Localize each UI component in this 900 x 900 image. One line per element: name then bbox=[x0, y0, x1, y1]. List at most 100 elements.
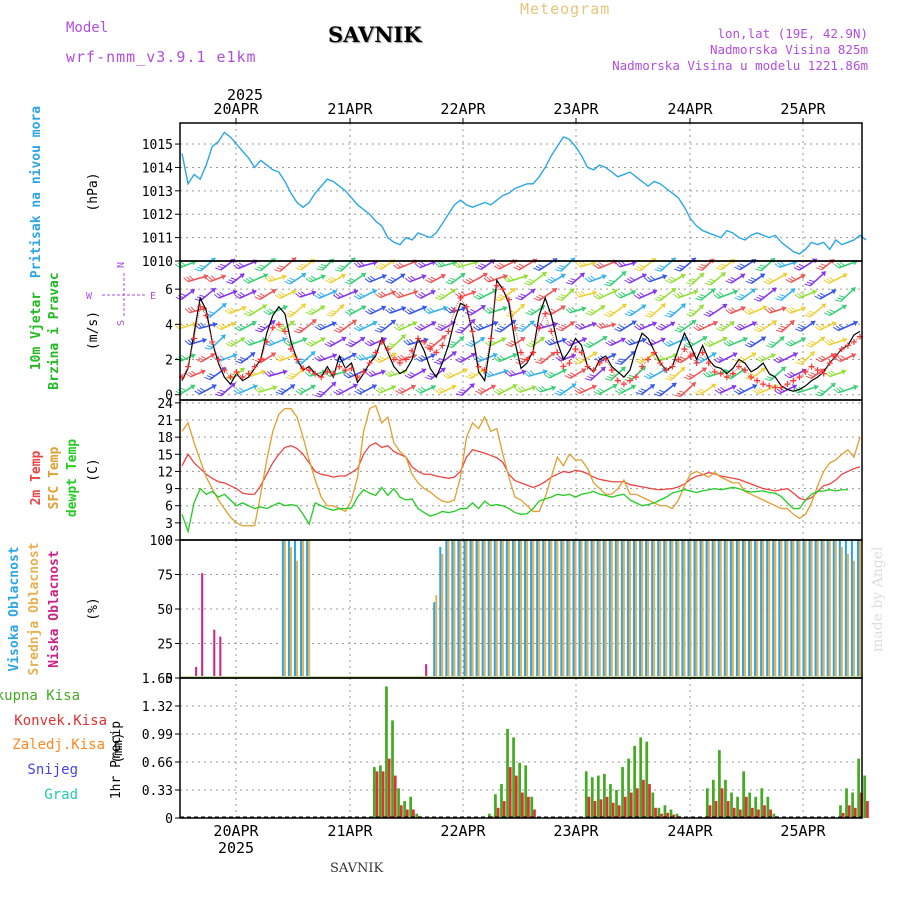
cloud-bar bbox=[453, 540, 456, 678]
wind-barb bbox=[533, 287, 558, 302]
cloud-bar bbox=[283, 540, 286, 678]
wind-barb-feather bbox=[766, 345, 772, 348]
gust-marker bbox=[396, 360, 403, 367]
wind-barb bbox=[753, 319, 778, 333]
wind-barb bbox=[484, 337, 507, 347]
wind-barb-feather bbox=[707, 280, 713, 284]
wind-barb-feather bbox=[238, 387, 245, 392]
lonlat-label: lon,lat (19E, 42.9N) bbox=[717, 26, 868, 41]
wind-barb-head bbox=[680, 367, 686, 373]
wind-barb-feather bbox=[515, 329, 522, 332]
wind-barb-head bbox=[552, 258, 558, 264]
wind-barb-feather bbox=[458, 261, 464, 267]
wind-barb bbox=[453, 259, 479, 269]
wind-barb bbox=[715, 320, 735, 332]
wind-barb-feather bbox=[580, 290, 586, 296]
cloud-bar bbox=[760, 540, 763, 678]
wind-barb bbox=[604, 270, 627, 287]
wind-barb-head bbox=[600, 305, 606, 311]
precip-legend-item: Konvek.Kisa bbox=[14, 713, 107, 729]
wind-barb-feather bbox=[617, 360, 624, 363]
compass-n: N bbox=[116, 262, 127, 268]
wind-barb-feather bbox=[191, 370, 197, 375]
wind-barb bbox=[353, 320, 378, 332]
wind-barb bbox=[665, 366, 686, 381]
wind-barb-feather bbox=[239, 292, 246, 297]
compass-e: E bbox=[150, 291, 156, 302]
gust-marker bbox=[687, 353, 694, 360]
wind-barb-feather bbox=[205, 277, 211, 282]
cloud-bar bbox=[852, 560, 855, 678]
wind-barb-feather bbox=[573, 360, 580, 365]
precip-conv-bar bbox=[769, 809, 772, 818]
wind-barb-head bbox=[831, 289, 837, 295]
wind-barb-feather bbox=[286, 279, 293, 283]
wind-barb-head bbox=[731, 384, 737, 391]
wind-barb-feather bbox=[549, 371, 556, 376]
wind-barb-feather bbox=[688, 311, 695, 315]
wind-barb-feather bbox=[235, 360, 242, 364]
wind-barb-head bbox=[579, 272, 585, 278]
wind-barb bbox=[544, 368, 567, 379]
wind-barb bbox=[624, 304, 647, 317]
wind-barb-head bbox=[592, 290, 597, 296]
wind-barb-head bbox=[421, 368, 427, 374]
wind-barb-feather bbox=[311, 275, 317, 280]
wind-barb bbox=[295, 384, 316, 395]
wind-barb bbox=[375, 290, 397, 299]
cloud-bar bbox=[524, 540, 527, 678]
wind-barb-feather bbox=[417, 388, 424, 393]
wind-barb-feather bbox=[267, 371, 272, 376]
gust-marker bbox=[741, 367, 748, 374]
cloud-bar bbox=[725, 540, 728, 678]
wind-barb-feather bbox=[217, 265, 224, 269]
wind-barb-feather bbox=[426, 308, 432, 313]
wind-barb-feather bbox=[650, 339, 657, 344]
cloud-bar bbox=[822, 540, 825, 678]
wind-barb-feather bbox=[559, 388, 565, 393]
gust-marker bbox=[699, 349, 706, 356]
wind-barb-feather bbox=[695, 325, 702, 330]
gust-marker bbox=[475, 363, 482, 370]
wind-barb-feather bbox=[200, 355, 207, 360]
wind-barb-feather bbox=[435, 327, 441, 331]
wind-barb-head bbox=[451, 351, 457, 357]
wind-barb bbox=[554, 383, 577, 396]
wind-barb bbox=[545, 305, 566, 316]
wind-barb-feather bbox=[634, 268, 641, 272]
wind-barb-feather bbox=[206, 345, 213, 348]
y-tick-label: 1015 bbox=[142, 138, 173, 153]
wind-barb-head bbox=[560, 273, 566, 279]
wind-barb-feather bbox=[806, 312, 813, 316]
wind-barb-feather bbox=[674, 268, 681, 272]
wind-barb bbox=[284, 272, 307, 285]
wind-barb-head bbox=[541, 272, 547, 277]
wind-barb-feather bbox=[660, 323, 667, 328]
wind-barb bbox=[824, 337, 848, 346]
wind-barb-feather bbox=[255, 329, 261, 333]
wind-barb-head bbox=[841, 369, 847, 375]
wind-barb-feather bbox=[350, 340, 357, 344]
wind-barb bbox=[513, 258, 538, 271]
wind-barb-feather bbox=[637, 358, 644, 362]
wind-barb-head bbox=[710, 288, 716, 294]
wind-speed-line bbox=[181, 278, 861, 392]
wind-barb-feather bbox=[276, 267, 283, 270]
wind-barb-feather bbox=[348, 371, 355, 376]
wind-barb-feather bbox=[396, 325, 403, 330]
wind-barb bbox=[254, 352, 277, 364]
wind-barb-feather bbox=[538, 264, 545, 268]
wind-barb-feather bbox=[333, 329, 340, 333]
wind-barb-feather bbox=[457, 292, 464, 297]
cloud-bar bbox=[693, 540, 696, 678]
wind-barb bbox=[313, 289, 338, 300]
y-tick-label: 0 bbox=[165, 672, 173, 687]
precip-total-bar bbox=[603, 773, 606, 818]
unit-label: (C) bbox=[86, 458, 101, 481]
cloud-bar bbox=[493, 540, 496, 678]
wind-barb-feather bbox=[450, 277, 456, 281]
gust-marker bbox=[439, 342, 446, 349]
wind-barb-head bbox=[631, 320, 637, 326]
wind-barb-feather bbox=[403, 340, 409, 346]
wind-barb-head bbox=[221, 303, 227, 309]
